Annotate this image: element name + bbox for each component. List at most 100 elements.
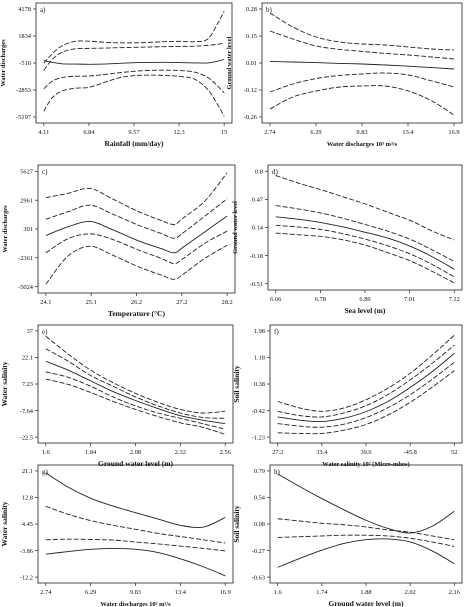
series-line [45, 547, 226, 577]
series-line [45, 472, 226, 528]
y-tick-label: -2361 [18, 255, 33, 262]
y-tick-label: -0.26 [244, 114, 257, 121]
series-line [45, 172, 228, 225]
y-tick-label: 4.45 [22, 521, 33, 528]
series-line [45, 198, 228, 239]
y-axis-label: Ground water level [226, 36, 233, 89]
y-tick-label: 0.01 [246, 60, 257, 67]
y-tick-label: 12.8 [22, 495, 33, 502]
x-tick-label: 15 [221, 129, 227, 136]
x-tick-label: 33.4 [316, 449, 328, 456]
y-tick-label: 0.8 [255, 168, 263, 175]
series-line [45, 378, 226, 435]
x-tick-label: 4.11 [38, 129, 49, 136]
panel-label: f) [274, 328, 279, 336]
series-line [277, 353, 455, 423]
x-tick-label: 7.12 [449, 296, 460, 303]
x-axis-label: Sea level (m) [345, 306, 386, 315]
series-line [277, 344, 455, 418]
x-axis-label: Rainfall (mm/day) [105, 139, 164, 148]
x-tick-label: 7.01 [404, 296, 415, 303]
chart-panel: b) 2.74 6.29 9.83 13.4 16.9 0.28 0.15 0.01 -0.12 -… [226, 2, 463, 148]
y-tick-label: 1.18 [254, 355, 265, 362]
y-tick-label: -0.27 [252, 548, 266, 555]
x-tick-label: 27.2 [272, 449, 283, 456]
x-tick-label: 2.74 [40, 589, 52, 596]
panel-label: a) [40, 6, 46, 14]
plot-frame [37, 164, 236, 294]
series-line [277, 361, 455, 428]
series-line [275, 175, 455, 241]
x-tick-label: 6.84 [83, 129, 95, 136]
y-tick-label: -5024 [18, 284, 34, 291]
series-line [269, 85, 455, 116]
y-tick-label: 0.54 [254, 495, 266, 502]
x-axis-label: Ground water level (m) [98, 459, 173, 468]
y-tick-label: 1.98 [254, 328, 265, 335]
x-tick-label: 16.9 [220, 589, 231, 596]
series-line [269, 12, 455, 51]
x-axis-label: Ground water level (m) [329, 599, 404, 607]
x-tick-label: 9.83 [356, 129, 367, 136]
y-tick-label: -1.23 [252, 434, 265, 441]
y-tick-label: 0.08 [254, 521, 265, 528]
x-tick-label: 6.29 [85, 589, 96, 596]
y-tick-label: 7.23 [22, 381, 33, 388]
y-tick-label: 0.15 [246, 33, 257, 40]
y-tick-label: 301 [23, 226, 33, 233]
series-line [277, 370, 455, 435]
x-tick-label: 52 [451, 449, 457, 456]
x-tick-label: 16.9 [448, 129, 459, 136]
series-line [269, 72, 455, 93]
x-tick-label: 9.57 [128, 129, 140, 136]
x-tick-label: 1.6 [42, 449, 50, 456]
x-tick-label: 6.78 [315, 296, 326, 303]
x-tick-label: 2.16 [449, 589, 460, 596]
x-tick-label: 24.1 [40, 299, 51, 306]
x-tick-label: 2.56 [220, 449, 231, 456]
series-line [43, 69, 225, 94]
y-tick-label: 0.38 [254, 381, 265, 388]
y-axis-label: Water salinity [0, 361, 9, 406]
x-tick-label: 39.6 [360, 449, 371, 456]
y-tick-label: 4178 [18, 6, 31, 13]
y-tick-label: 37 [27, 328, 34, 335]
chart-panel: e) 1.6 1.84 2.08 2.32 2.56 37 22.1 7.23 -7.64 -22.… [0, 324, 234, 468]
series-line [43, 58, 225, 65]
series-line [275, 232, 455, 284]
y-tick-label: -22.5 [20, 434, 33, 441]
x-tick-label: 28.2 [222, 299, 233, 306]
y-tick-label: -0.12 [244, 87, 257, 94]
x-tick-label: 1.74 [316, 589, 328, 596]
series-line [277, 473, 455, 534]
series-line [45, 371, 226, 430]
y-tick-label: 0.79 [254, 468, 265, 475]
series-line [45, 335, 226, 414]
series-line [277, 518, 455, 541]
plot-frame [261, 2, 463, 124]
panel-label: h) [274, 468, 281, 476]
chart-panel: g) 2.74 6.29 9.83 13.4 16.9 21.1 12.8 4.45 -3.86 -… [0, 464, 234, 607]
x-tick-label: 2.32 [175, 449, 186, 456]
x-tick-label: 2.74 [264, 129, 276, 136]
y-tick-label: -510 [19, 60, 31, 67]
y-tick-label: 5627 [20, 169, 34, 176]
panel-label: e) [42, 328, 48, 336]
x-tick-label: 9.83 [130, 589, 141, 596]
y-tick-label: 2961 [20, 197, 33, 204]
y-tick-label: 0.28 [246, 6, 257, 13]
x-tick-label: 6.66 [270, 296, 281, 303]
y-axis-label: Soil salinity [232, 505, 241, 543]
series-line [277, 334, 455, 412]
x-tick-label: 12.3 [173, 129, 184, 136]
series-line [269, 60, 455, 70]
y-tick-label: -7.64 [20, 408, 34, 415]
series-line [275, 224, 455, 278]
x-tick-label: 13.4 [402, 129, 414, 136]
x-tick-label: 1.88 [360, 589, 371, 596]
chart-panel: c) 24.1 25.1 26.2 27.2 28.2 5627 2961 301 -2361 -5… [2, 164, 236, 318]
series-line [275, 216, 455, 270]
series-line [45, 360, 226, 425]
panel-label: b) [266, 6, 273, 14]
chart-panel: h) 1.6 1.74 1.88 2.02 2.16 0.79 0.54 0.08 -0.27 -0… [232, 464, 463, 607]
